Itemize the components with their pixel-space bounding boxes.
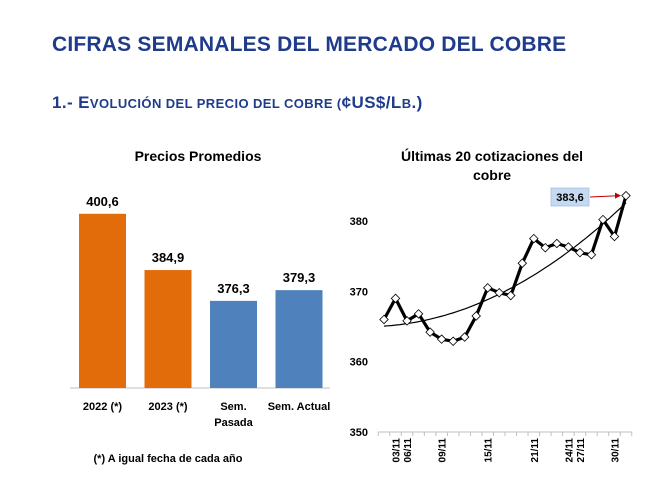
x-tick-label: 27/11	[576, 438, 587, 463]
x-tick-label: 30/11	[610, 438, 621, 463]
y-tick-label: 370	[350, 286, 368, 298]
data-point	[436, 334, 447, 344]
y-tick-label: 360	[350, 357, 368, 369]
bar-value-label: 376,3	[217, 281, 250, 296]
data-point	[471, 311, 481, 321]
data-point	[621, 190, 631, 201]
data-point	[505, 290, 516, 301]
bar-category-label: Sem. Actual	[268, 401, 331, 413]
bar-value-label: 400,6	[86, 194, 119, 209]
data-point	[517, 258, 528, 268]
data-point	[563, 242, 574, 252]
bar-category-label: 2022 (*)	[83, 401, 122, 413]
data-point	[482, 283, 493, 293]
bar-1	[79, 213, 126, 388]
page-title: CIFRAS SEMANALES DEL MERCADO DEL COBRE	[52, 33, 567, 56]
data-point	[448, 336, 458, 347]
x-tick-label: 21/11	[530, 438, 541, 463]
last-value-label-box	[550, 187, 590, 207]
data-point	[425, 327, 435, 337]
data-point	[529, 233, 539, 244]
bar-value-label: 384,9	[152, 250, 185, 265]
bar-category-label: 2023 (*)	[148, 401, 187, 413]
bar-4	[275, 290, 323, 388]
data-point	[609, 231, 620, 242]
data-point	[379, 314, 389, 325]
line-chart-title: Últimas 20 cotizaciones del	[401, 147, 583, 164]
data-point	[598, 214, 608, 225]
x-tick-label: 24/11	[564, 438, 575, 463]
data-point	[459, 332, 470, 342]
data-point	[575, 247, 585, 258]
data-point	[402, 316, 412, 326]
bar-footnote: (*) A igual fecha de cada año	[94, 453, 243, 465]
bar-value-label: 379,3	[283, 270, 316, 285]
data-point	[413, 309, 424, 319]
last-value-arrowhead	[615, 192, 621, 199]
data-point	[494, 287, 505, 298]
data-point	[586, 249, 597, 260]
price-line	[382, 195, 628, 343]
y-tick-label: 350	[350, 427, 368, 439]
data-point	[390, 293, 401, 304]
last-value-label: 383,6	[556, 192, 584, 204]
x-tick-label: 15/11	[484, 438, 495, 463]
trendline	[383, 202, 627, 327]
x-tick-label: 06/11	[403, 438, 414, 463]
data-point	[540, 242, 551, 253]
x-tick-label: 03/11	[392, 438, 403, 463]
bar-category-label: Pasada	[214, 417, 253, 429]
data-point	[552, 238, 562, 249]
y-tick-label: 380	[350, 216, 368, 228]
bar-category-label: Sem.	[220, 401, 246, 413]
bar-2	[144, 270, 192, 388]
x-tick-label: 09/11	[438, 438, 449, 463]
section-subtitle: 1.- EVOLUCIÓN DEL PRECIO DEL COBRE (¢US$…	[52, 93, 423, 112]
line-chart-title: cobre	[473, 167, 511, 183]
bar-3	[210, 300, 257, 388]
bar-chart-title: Precios Promedios	[135, 148, 262, 164]
